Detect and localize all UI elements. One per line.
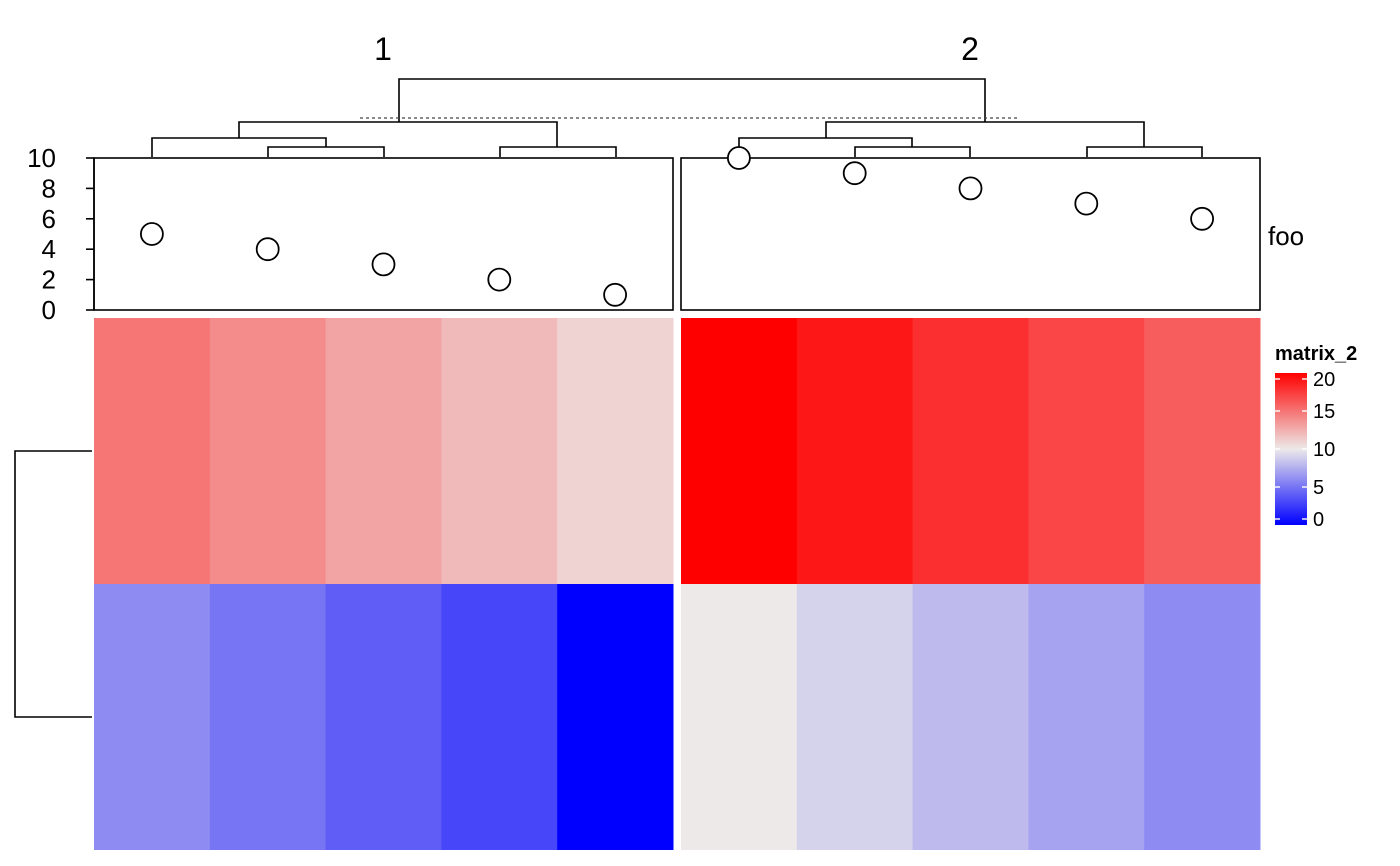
heatmap-cell [1144, 318, 1261, 584]
y-axis-tick-label: 4 [42, 234, 56, 264]
heatmap-cell [912, 318, 1029, 584]
annotation-name-label: foo [1268, 221, 1304, 251]
heatmap-cell [557, 318, 674, 584]
heatmap-cell [681, 318, 798, 584]
heatmap-cell [441, 584, 558, 850]
heatmap-cell [1028, 318, 1145, 584]
heatmap-cell [1144, 584, 1261, 850]
legend-tick-label: 5 [1313, 477, 1324, 499]
annotation-point [842, 161, 867, 186]
dendrogram-branch-right [825, 121, 1145, 147]
annotation-point [255, 237, 280, 262]
annotation-point [727, 146, 751, 170]
annotation-panel-1 [93, 157, 674, 311]
dendrogram-branch-left-c [499, 146, 617, 157]
heatmap-cell [796, 584, 914, 850]
dendrogram-branch-left [238, 121, 558, 147]
heatmap-cell [912, 584, 1029, 850]
annotation-point [958, 176, 983, 201]
heatmap-cell [681, 584, 798, 850]
dendrogram-branch-right-c [1086, 146, 1203, 157]
legend-tick-label: 10 [1313, 439, 1335, 461]
y-axis-tick-label: 6 [42, 204, 56, 234]
heatmap-body [94, 318, 1261, 850]
heatmap-cell [209, 318, 327, 584]
annotation-point [1074, 191, 1099, 216]
legend-tick-label: 20 [1313, 369, 1335, 391]
legend-tick-label: 15 [1313, 401, 1335, 423]
color-legend: matrix_2 0 5 10 15 20 [1275, 343, 1357, 531]
heatmap-cell [1028, 584, 1145, 850]
annotation-point [1190, 206, 1214, 231]
dendrogram-branch-root [398, 78, 986, 122]
annotation-points [139, 146, 1214, 307]
heatmap-cell [325, 318, 442, 584]
y-axis-tick-label: 2 [42, 265, 56, 295]
annotation-point [139, 222, 164, 246]
y-axis-tick-label: 10 [27, 143, 56, 173]
legend-title: matrix_2 [1275, 343, 1357, 365]
annotation-point [371, 252, 396, 277]
y-axis-tick-label: 8 [42, 173, 56, 203]
column-split-title-2: 2 [961, 31, 979, 67]
dendrogram-branch-right-b [854, 146, 971, 157]
heatmap-cell [94, 318, 211, 584]
legend-color-bar [1275, 373, 1307, 525]
heatmap-cell [94, 584, 211, 850]
y-axis-tick-label: 0 [42, 295, 56, 325]
annotation-point [487, 267, 512, 292]
heatmap-cell [209, 584, 327, 850]
annotation-panel-2 [680, 157, 1261, 311]
annotation-point [603, 282, 627, 307]
dendrogram-branch-left-a [151, 137, 327, 157]
heatmap-cell [557, 584, 674, 850]
dendrogram-branch-left-b [267, 146, 385, 157]
heatmap-cell [796, 318, 914, 584]
column-dendrogram [151, 78, 1203, 157]
row-dendrogram [14, 450, 92, 718]
heatmap-cell [441, 318, 558, 584]
heatmap-cell [325, 584, 442, 850]
legend-tick-label: 0 [1313, 509, 1324, 531]
column-split-title-1: 1 [374, 31, 392, 67]
